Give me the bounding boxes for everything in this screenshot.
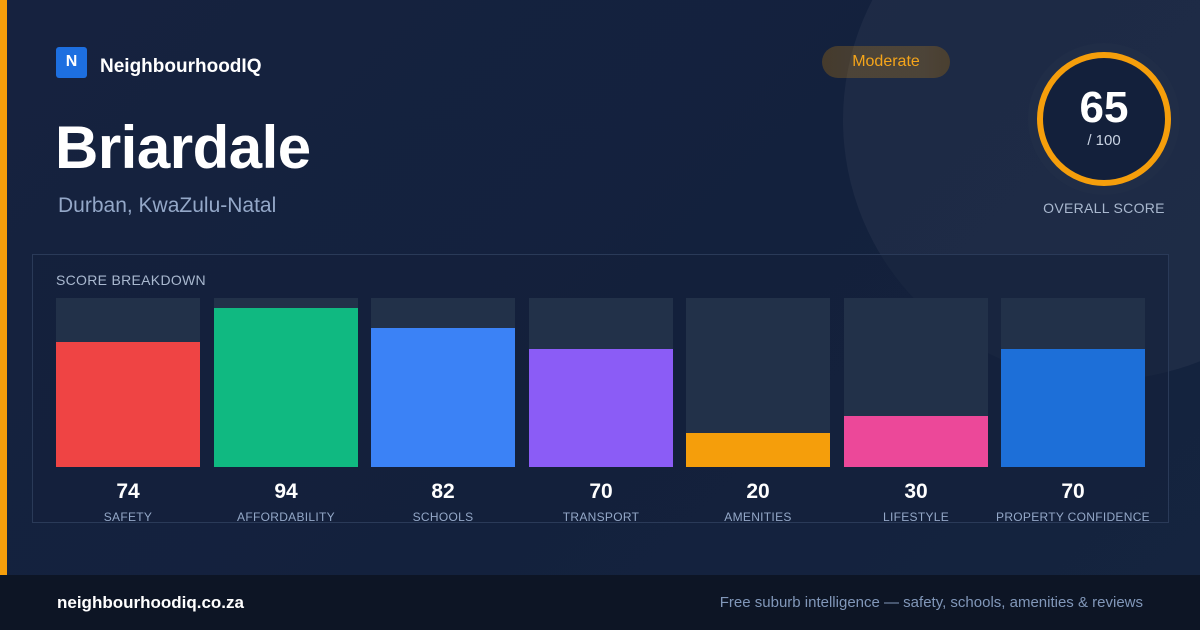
- bar-label: PROPERTY CONFIDENCE: [996, 510, 1150, 524]
- bar-label: AFFORDABILITY: [237, 510, 335, 524]
- bar-value: 94: [274, 480, 298, 503]
- bar-label: SCHOOLS: [412, 510, 474, 524]
- overall-score-max: / 100: [1087, 132, 1121, 149]
- suburb-location: Durban, KwaZulu-Natal: [58, 194, 277, 217]
- bar-label: LIFESTYLE: [882, 510, 950, 524]
- bar-value: 70: [589, 480, 613, 503]
- bar-fill: [529, 349, 673, 467]
- bar-fill: [214, 308, 358, 467]
- score-ring-arc: [1037, 52, 1171, 186]
- score-ring-icon: [1028, 43, 1180, 195]
- bar-label: SAFETY: [103, 510, 153, 524]
- overall-score-gauge: 65 / 100: [1028, 43, 1180, 195]
- overall-score-value: 65: [1079, 83, 1129, 132]
- suburb-title: Briardale: [55, 114, 311, 181]
- score-breakdown-panel: SCORE BREAKDOWN 74 SAFETY 94 AFFORDABILITY 8…: [32, 254, 1169, 524]
- brand-name: NeighbourhoodIQ: [100, 56, 262, 77]
- bar-label: TRANSPORT: [562, 510, 640, 524]
- bar-value: 70: [1061, 480, 1085, 503]
- footer-tagline: Free suburb intelligence — safety, schoo…: [719, 594, 1143, 611]
- bar-fill: [844, 416, 988, 467]
- bar-value: 30: [904, 480, 928, 503]
- breakdown-heading: SCORE BREAKDOWN: [56, 272, 206, 288]
- bar-track: [56, 298, 200, 467]
- bar-track: [214, 298, 358, 467]
- bar-fill: [56, 342, 200, 467]
- bar-fill: [686, 433, 830, 467]
- status-badge: Moderate: [822, 46, 950, 78]
- bar-value: 74: [116, 480, 140, 503]
- bar-track: [1001, 298, 1145, 467]
- bar-value: 82: [431, 480, 455, 503]
- bar-track: [371, 298, 515, 467]
- bar-label: AMENITIES: [724, 510, 792, 524]
- bar-value: 20: [746, 480, 770, 503]
- overall-score-caption: OVERALL SCORE: [1043, 200, 1165, 216]
- footer: neighbourhoodiq.co.za Free suburb intell…: [0, 575, 1200, 630]
- brand-logo-icon: N: [56, 46, 87, 78]
- bar-fill: [1001, 349, 1145, 467]
- bar-fill: [371, 328, 515, 467]
- brand[interactable]: N NeighbourhoodIQ: [56, 46, 261, 78]
- bar-track: [844, 298, 988, 467]
- accent-stripe: [0, 0, 7, 575]
- bar-track: [686, 298, 830, 467]
- bar-track: [529, 298, 673, 467]
- footer-url-link[interactable]: neighbourhoodiq.co.za: [57, 593, 244, 612]
